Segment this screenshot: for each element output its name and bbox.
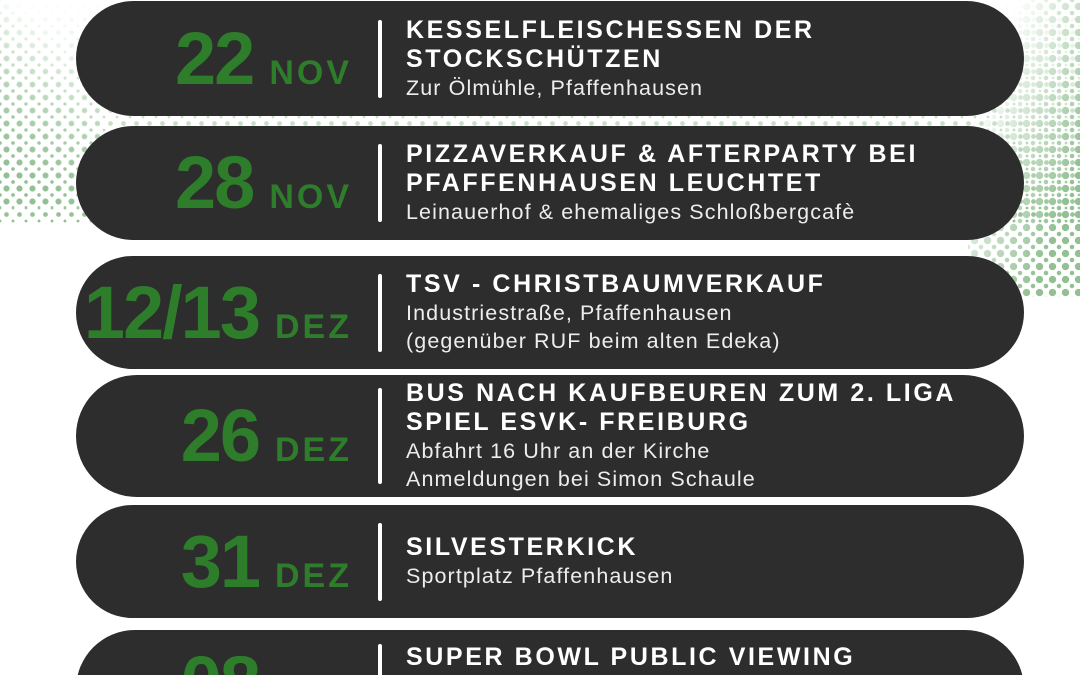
event-content: BUS NACH KAUFBEUREN ZUM 2. LIGA SPIEL ES…: [382, 379, 1024, 492]
vertical-divider: [378, 388, 382, 484]
event-day: 08: [181, 646, 261, 675]
vertical-divider: [378, 644, 382, 675]
event-content: KESSELFLEISCHESSEN DER STOCKSCHÜTZEN Zur…: [382, 16, 1024, 102]
event-title: BUS NACH KAUFBEUREN ZUM 2. LIGA SPIEL ES…: [406, 379, 956, 437]
event-location: Sportplatz Pfaffenhausen: [406, 564, 674, 589]
event-content: SUPER BOWL PUBLIC VIEWING: [382, 630, 1024, 672]
event-row-1: 22 NOV KESSELFLEISCHESSEN DER STOCKSCHÜT…: [76, 1, 1024, 116]
event-title: PIZZAVERKAUF & AFTERPARTY BEI PFAFFENHAU…: [406, 140, 918, 198]
event-day: 12/13: [83, 270, 261, 354]
event-date: 28 NOV: [76, 146, 378, 220]
event-row-3: 12/13 DEZ TSV - CHRISTBAUMVERKAUF Indust…: [76, 256, 1024, 369]
event-detail-registration: Anmeldungen bei Simon Schaule: [406, 467, 756, 491]
event-month: NOV: [269, 178, 352, 216]
event-row-2: 28 NOV PIZZAVERKAUF & AFTERPARTY BEI PFA…: [76, 126, 1024, 240]
event-title: SILVESTERKICK: [406, 533, 638, 562]
event-location: Zur Ölmühle, Pfaffenhausen: [406, 75, 704, 100]
event-day: 31: [180, 519, 261, 603]
event-month: NOV: [269, 53, 352, 92]
event-date: 12/13 DEZ: [76, 270, 378, 354]
event-day: 26: [180, 394, 261, 477]
event-day: 28: [175, 141, 255, 224]
event-content: PIZZAVERKAUF & AFTERPARTY BEI PFAFFENHAU…: [382, 140, 1024, 226]
event-row-4: 26 DEZ BUS NACH KAUFBEUREN ZUM 2. LIGA S…: [76, 375, 1024, 497]
event-location-note: (gegenüber RUF beim alten Edeka): [406, 329, 781, 353]
event-month: DEZ: [275, 556, 352, 595]
event-location: Leinauerhof & ehemaliges Schloßbergcafè: [406, 200, 856, 225]
event-row-5: 31 DEZ SILVESTERKICK Sportplatz Pfaffenh…: [76, 505, 1024, 618]
event-content: TSV - CHRISTBAUMVERKAUF Industriestraße,…: [382, 270, 1024, 354]
event-title: TSV - CHRISTBAUMVERKAUF: [406, 270, 826, 299]
event-title: SUPER BOWL PUBLIC VIEWING: [406, 643, 856, 671]
event-date: 22 NOV: [76, 16, 378, 100]
event-month: DEZ: [275, 431, 352, 469]
vertical-divider: [378, 522, 382, 601]
event-date: 08 FEB: [76, 646, 378, 675]
event-row-6: 08 FEB SUPER BOWL PUBLIC VIEWING: [76, 630, 1024, 675]
event-date: 26 DEZ: [76, 399, 378, 473]
event-date: 31 DEZ: [76, 519, 378, 603]
event-month: DEZ: [275, 307, 352, 346]
event-detail-departure: Abfahrt 16 Uhr an der Kirche: [406, 439, 711, 464]
event-title: KESSELFLEISCHESSEN DER STOCKSCHÜTZEN: [406, 15, 815, 73]
event-location: Industriestraße, Pfaffenhausen: [406, 301, 733, 326]
event-content: SILVESTERKICK Sportplatz Pfaffenhausen: [382, 533, 1024, 590]
event-day: 22: [175, 16, 255, 100]
vertical-divider: [378, 273, 382, 352]
